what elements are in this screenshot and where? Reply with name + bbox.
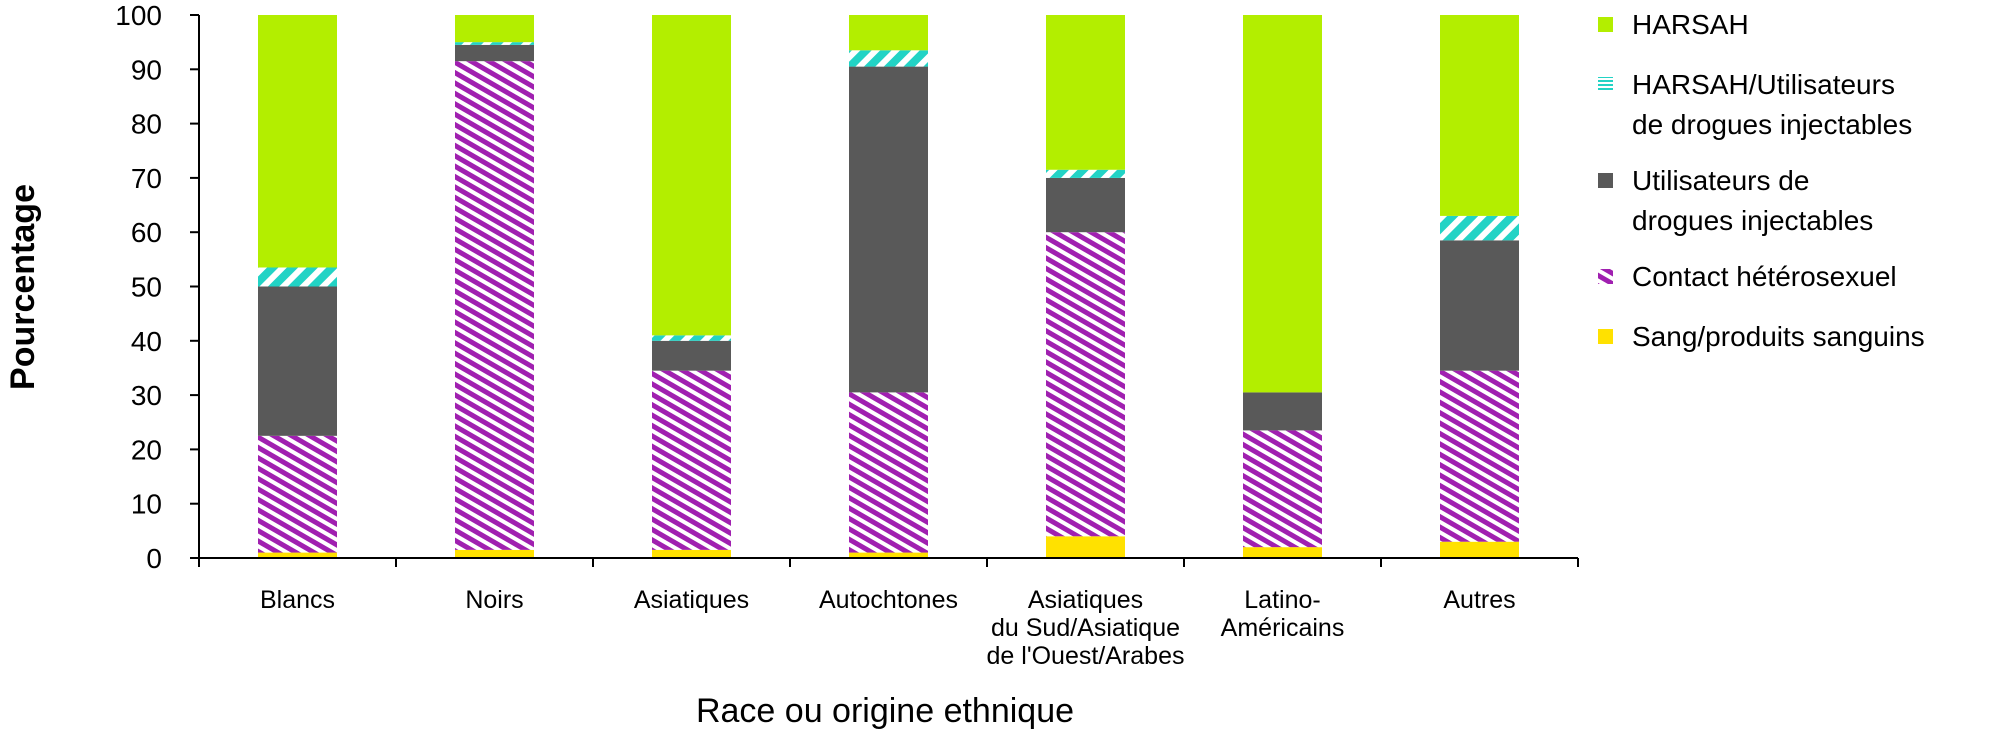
x-axis: Blancs Noirs Asiatiques Autochtones Asiatiqu…: [197, 557, 1579, 670]
bar-segment: [455, 549, 534, 558]
y-tick-label: 0: [146, 543, 162, 574]
bar-stack: [1243, 15, 1322, 558]
legend-item: Contact hétérosexuel: [1598, 261, 1897, 292]
bar-segment: [258, 552, 337, 558]
legend-swatch: [1598, 77, 1613, 92]
y-axis-title: Pourcentage: [4, 184, 42, 390]
legend-label: Sang/produits sanguins: [1632, 321, 1925, 352]
bar-segment: [258, 286, 337, 436]
bar-segment: [849, 15, 928, 51]
plot-area: [258, 15, 1519, 558]
bar-segment: [258, 267, 337, 287]
bar-segment: [1243, 392, 1322, 431]
legend-label: Utilisateurs de drogues injectables: [1632, 165, 1873, 236]
bar-segment: [1243, 430, 1322, 548]
bar-segment: [455, 44, 534, 62]
bar-segment: [1243, 15, 1322, 393]
bar-segment: [455, 15, 534, 43]
x-tick-label: Blancs: [260, 586, 335, 614]
legend-label: HARSAH: [1632, 9, 1749, 40]
y-tick-label: 90: [131, 54, 162, 85]
legend-label: Contact hétérosexuel: [1632, 261, 1897, 292]
bar-segment: [455, 61, 534, 550]
x-tick-label: Noirs: [465, 586, 523, 614]
y-axis: 0 10 20 30 40 50 60 70 80 90 100: [115, 0, 200, 574]
y-tick-label: 30: [131, 380, 162, 411]
bar-segment: [652, 15, 731, 336]
legend-item: HARSAH: [1598, 9, 1749, 40]
bar-segment: [849, 66, 928, 393]
y-tick-label: 60: [131, 217, 162, 248]
x-tick-label: Autochtones: [819, 586, 958, 614]
bar-segment: [849, 552, 928, 558]
bar-segment: [1046, 15, 1125, 170]
bar-segment: [1440, 15, 1519, 216]
bar-segment: [1046, 232, 1125, 537]
bar-segment: [849, 392, 928, 553]
legend-item: Sang/produits sanguins: [1598, 321, 1925, 352]
legend-item: Utilisateurs de drogues injectables: [1598, 165, 1873, 236]
legend-swatch: [1598, 173, 1613, 188]
bar-segment: [1243, 547, 1322, 558]
bar-segment: [652, 549, 731, 558]
bar-segment: [1440, 215, 1519, 241]
bar-segment: [652, 335, 731, 341]
y-tick-label: 80: [131, 109, 162, 140]
legend-swatch: [1598, 17, 1613, 32]
bar-segment: [1046, 169, 1125, 178]
bar-stack: [1440, 15, 1519, 558]
x-tick-label: Asiatiques du Sud/Asiatique de l'Ouest/Ara…: [987, 586, 1185, 670]
x-tick-label: Asiatiques: [634, 586, 749, 614]
bar-stack: [1046, 15, 1125, 558]
bar-segment: [1440, 240, 1519, 371]
bar-segment: [258, 15, 337, 268]
bar-segment: [1046, 536, 1125, 558]
legend-swatch: [1598, 329, 1613, 344]
bar-stack: [455, 15, 534, 558]
bar-stack: [652, 15, 731, 558]
legend-swatch: [1598, 269, 1613, 284]
x-tick-label: Latino-Américains: [1221, 586, 1345, 642]
bar-segment: [652, 340, 731, 371]
legend-label: HARSAH/Utilisateurs de drogues injectable…: [1632, 69, 1912, 140]
legend: HARSAH HARSAH/Utilisateurs de drogues inje…: [1598, 9, 1925, 352]
bar-segment: [652, 370, 731, 550]
x-tick-label: Autres: [1443, 586, 1515, 614]
y-tick-label: 100: [115, 0, 162, 31]
bar-stack: [258, 15, 337, 558]
bar-stack: [849, 15, 928, 558]
legend-item: HARSAH/Utilisateurs de drogues injectable…: [1598, 69, 1912, 140]
bar-segment: [455, 42, 534, 45]
bar-segment: [1440, 370, 1519, 542]
y-tick-label: 50: [131, 272, 162, 303]
x-axis-title: Race ou origine ethnique: [696, 692, 1074, 729]
bar-segment: [849, 50, 928, 67]
y-tick-label: 40: [131, 326, 162, 357]
bar-segment: [258, 435, 337, 553]
y-tick-label: 10: [131, 489, 162, 520]
y-tick-label: 20: [131, 434, 162, 465]
y-tick-label: 70: [131, 163, 162, 194]
bar-segment: [1046, 177, 1125, 233]
bar-segment: [1440, 541, 1519, 558]
